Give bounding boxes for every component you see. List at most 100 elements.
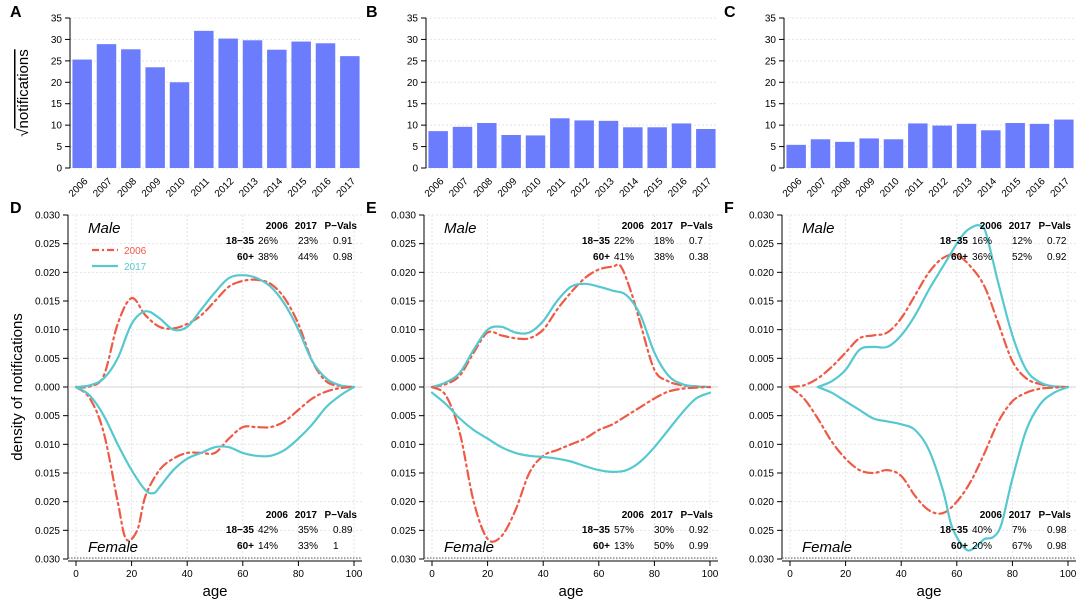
table-row-label: 18−35 [582,236,611,247]
table-cell: 12% [1012,236,1032,247]
x-tick-label: 2012 [927,176,951,200]
table-cell: 40% [972,525,992,536]
x-tick-label: 2009 [854,176,878,200]
table-header: P−Vals [680,510,713,521]
y-axis-label: √notifications [15,49,32,136]
y-tick-label: 5 [412,142,418,153]
x-tick-label: 100 [1060,569,1077,580]
bar-2008 [477,123,497,168]
bar-2015 [291,41,311,169]
table-header: 2006 [266,221,289,232]
table-header: 2006 [622,510,645,521]
table-cell: 0.7 [689,236,703,247]
x-tick-label: 2015 [1000,176,1024,200]
series-2017-male [816,224,1070,389]
y-tick-label: 25 [765,56,777,67]
series-2017-female [816,385,1070,552]
x-tick-label: 2012 [213,176,237,200]
y-tick-label: 0.005 [391,411,416,422]
x-tick-label: 2015 [286,176,310,200]
table-row-label: 60+ [593,252,610,263]
x-tick-label: 40 [896,569,908,580]
x-tick-label: 2008 [830,176,854,200]
y-tick-label: 30 [765,35,777,46]
sqrt-symbol: √ [15,128,32,137]
y-tick-label: 10 [407,121,419,132]
table-cell: 38% [654,252,674,263]
bar-2014 [623,127,643,168]
x-tick-label: 2008 [472,176,496,200]
table-header: P−Vals [324,510,357,521]
bar-2006 [428,131,448,168]
bar-2007 [96,44,117,169]
x-tick-label: 2010 [520,176,544,200]
table-header: 2017 [1009,510,1032,521]
table-cell: 16% [972,236,992,247]
y-tick-label: 0.020 [35,497,60,508]
table-cell: 44% [298,252,318,263]
y-axis-label: density of notifications [9,313,26,461]
y-tick-label: 30 [407,35,419,46]
table-cell: 22% [614,236,634,247]
y-tick-label: 20 [407,78,419,89]
x-tick-label: 2009 [496,176,520,200]
y-tick-label: 35 [407,14,419,25]
bar-2011 [908,123,928,168]
x-tick-label: 2014 [262,176,286,200]
y-tick-label: 0.015 [391,297,416,308]
y-tick-label: 0.010 [391,325,416,336]
y-tick-label: 0.015 [35,469,60,480]
bar-2016 [671,123,692,168]
table-cell: 20% [972,541,992,552]
series-2006-male [788,253,1070,389]
male-label: Male [88,220,121,237]
table-header: 2017 [295,510,318,521]
bar-2017 [696,129,716,168]
bar-2010 [883,139,904,168]
table-cell: 42% [258,525,278,536]
table-male: 2006 2017 P−Vals 18−35 22% 18% 0.7 60+ 41% 38% 0.3… [582,221,714,263]
x-tick-label: 0 [429,569,435,580]
table-cell: 0.72 [1047,236,1067,247]
y-tick-label: 0.025 [35,239,60,250]
table-female: 2006 2017 P−Vals 18−35 40% 7% 0.98 60+ 20% 67% 0.9… [940,510,1072,552]
x-tick-label: 40 [182,569,194,580]
y-tick-label: 0.020 [391,268,416,279]
series-2017-male [430,282,712,389]
table-cell: 0.92 [1047,252,1067,263]
bar-2012 [932,125,952,168]
x-tick-label: 2012 [569,176,593,200]
y-tick-label: 0.000 [749,383,774,394]
female-label: Female [444,539,494,556]
y-tick-label: 0.005 [35,354,60,365]
x-tick-label: 60 [237,569,249,580]
table-header: 2017 [651,221,674,232]
x-tick-label: 2011 [545,176,568,199]
y-tick-label: 0.010 [749,325,774,336]
bar-2014 [981,130,1001,168]
table-cell: 33% [298,541,318,552]
table-cell: 13% [614,541,634,552]
x-tick-label: 60 [593,569,605,580]
bar-2009 [501,135,521,168]
table-female: 2006 2017 P−Vals 18−35 42% 35% 0.89 60+ 14% 33% 1 [226,510,358,552]
male-label: Male [802,220,835,237]
table-cell: 0.98 [1047,541,1067,552]
bar-2013 [956,123,977,168]
bar-2008 [121,49,141,168]
table-cell: 0.89 [333,525,353,536]
table-cell: 0.38 [689,252,709,263]
series-2006-female [788,385,1070,515]
y-tick-label: 0.015 [749,469,774,480]
y-tick-label: 0.020 [749,497,774,508]
table-cell: 50% [654,541,674,552]
x-tick-label: 20 [126,569,138,580]
y-tick-label: 0.030 [749,211,774,222]
y-tick-label: 0.015 [35,297,60,308]
y-tick-label: 15 [407,99,419,110]
x-tick-label: 60 [951,569,963,580]
